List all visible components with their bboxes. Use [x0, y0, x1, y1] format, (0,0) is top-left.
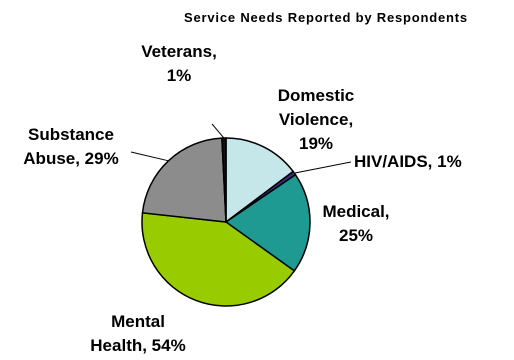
slice-veterans: [221, 137, 227, 223]
data-label-line: Violence,: [279, 110, 353, 129]
pie-slices: [141, 137, 311, 307]
data-label-veterans: Veterans, 1%: [141, 42, 217, 85]
leader-line-substance-abuse: [130, 151, 169, 162]
data-label-substance-abuse: Substance Abuse, 29%: [23, 125, 118, 168]
data-label-line: 1%: [167, 66, 192, 85]
data-label-line: Domestic: [278, 86, 355, 105]
data-label-line: Veterans,: [141, 42, 217, 61]
data-label-medical: Medical, 25%: [322, 202, 389, 245]
data-label-line: Abuse, 29%: [23, 149, 118, 168]
data-label-line: 19%: [299, 134, 333, 153]
leader-line-veterans: [211, 123, 225, 139]
data-label-line: Health, 54%: [90, 336, 185, 355]
slice-mental-health: [141, 211, 296, 307]
slice-medical: [224, 173, 311, 272]
data-label-mental-health: Mental Health, 54%: [90, 312, 185, 355]
data-label-line: 25%: [339, 226, 373, 245]
data-label-line: HIV/AIDS, 1%: [354, 152, 462, 171]
data-label-line: Medical,: [322, 202, 389, 221]
data-label-domestic-violence: Domestic Violence, 19%: [278, 86, 355, 153]
leader-lines: [130, 123, 352, 174]
slice-labels: Domestic Violence, 19% HIV/AIDS, 1% Medical,…: [23, 42, 461, 355]
data-label-line: Mental: [111, 312, 165, 331]
slice-substance-abuse: [141, 137, 227, 223]
slice-domestic-violence: [225, 137, 295, 224]
chart-title: Service Needs Reported by Respondents: [184, 10, 468, 25]
leader-line-hiv-aids: [294, 161, 352, 174]
data-label-line: Substance: [28, 125, 114, 144]
data-label-hiv-aids: HIV/AIDS, 1%: [354, 152, 462, 171]
